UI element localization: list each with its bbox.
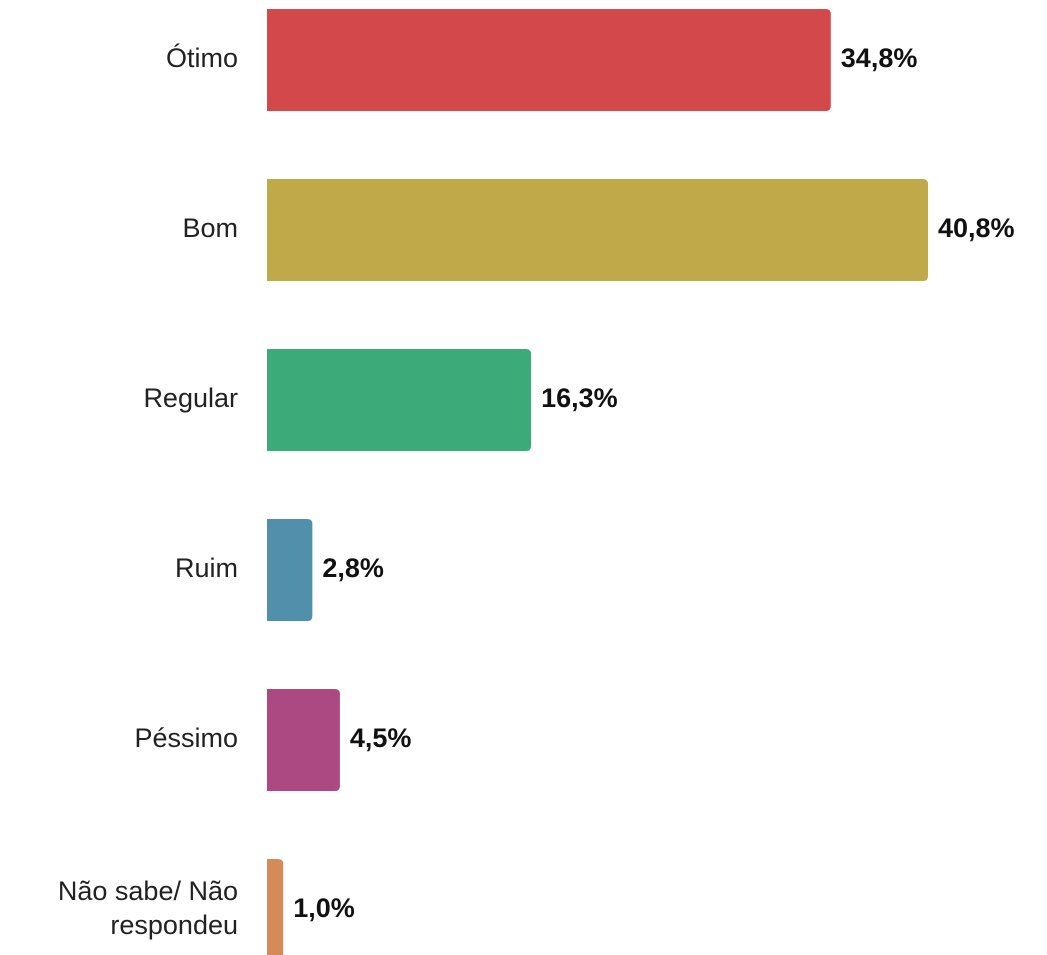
bar-pessimo xyxy=(267,689,340,791)
bar-bom xyxy=(267,179,928,281)
value-label-ruim: 2,8% xyxy=(322,553,384,583)
category-label-pessimo: Péssimo xyxy=(134,723,238,753)
value-label-bom: 40,8% xyxy=(938,213,1015,243)
category-label-ruim: Ruim xyxy=(175,553,238,583)
bar-ruim xyxy=(267,519,313,621)
value-label-pessimo: 4,5% xyxy=(350,723,412,753)
bar-regular xyxy=(267,349,532,451)
category-label-nao-sabe-nao-respondeu: Não sabe/ Não respondeu xyxy=(58,876,238,940)
value-label-regular: 16,3% xyxy=(541,383,618,413)
value-label-nao-sabe-nao-respondeu: 1,0% xyxy=(293,893,355,923)
category-label-regular: Regular xyxy=(143,383,238,413)
bar-nao-sabe-nao-respondeu xyxy=(267,859,284,955)
category-label-bom: Bom xyxy=(182,213,238,243)
bar-otimo xyxy=(267,9,831,111)
value-label-otimo: 34,8% xyxy=(841,43,918,73)
category-label-otimo: Ótimo xyxy=(166,42,238,73)
